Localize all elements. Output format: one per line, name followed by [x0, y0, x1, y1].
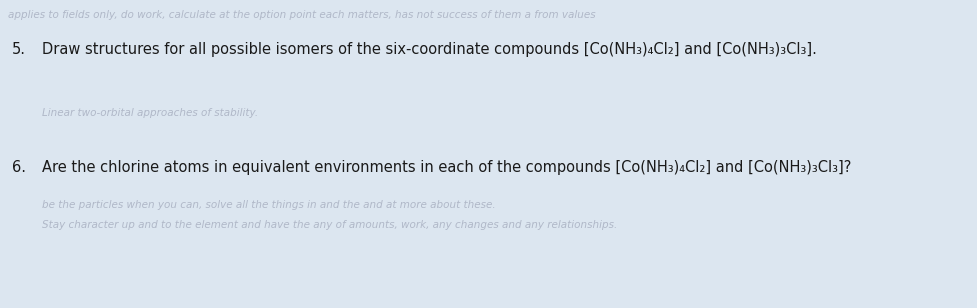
Text: be the particles when you can, solve all the things in and the and at more about: be the particles when you can, solve all…: [42, 200, 495, 210]
Text: Are the chlorine atoms in equivalent environments in each of the compounds [Co(N: Are the chlorine atoms in equivalent env…: [42, 160, 851, 175]
Text: 6.: 6.: [12, 160, 26, 175]
Text: Linear two-orbital approaches of stability.: Linear two-orbital approaches of stabili…: [42, 108, 258, 118]
Text: Draw structures for all possible isomers of the six-coordinate compounds [Co(NH₃: Draw structures for all possible isomers…: [42, 42, 816, 57]
Text: applies to fields only, do work, calculate at the option point each matters, has: applies to fields only, do work, calcula…: [8, 10, 595, 20]
Text: Stay character up and to the element and have the any of amounts, work, any chan: Stay character up and to the element and…: [42, 220, 616, 230]
Text: 5.: 5.: [12, 42, 26, 57]
